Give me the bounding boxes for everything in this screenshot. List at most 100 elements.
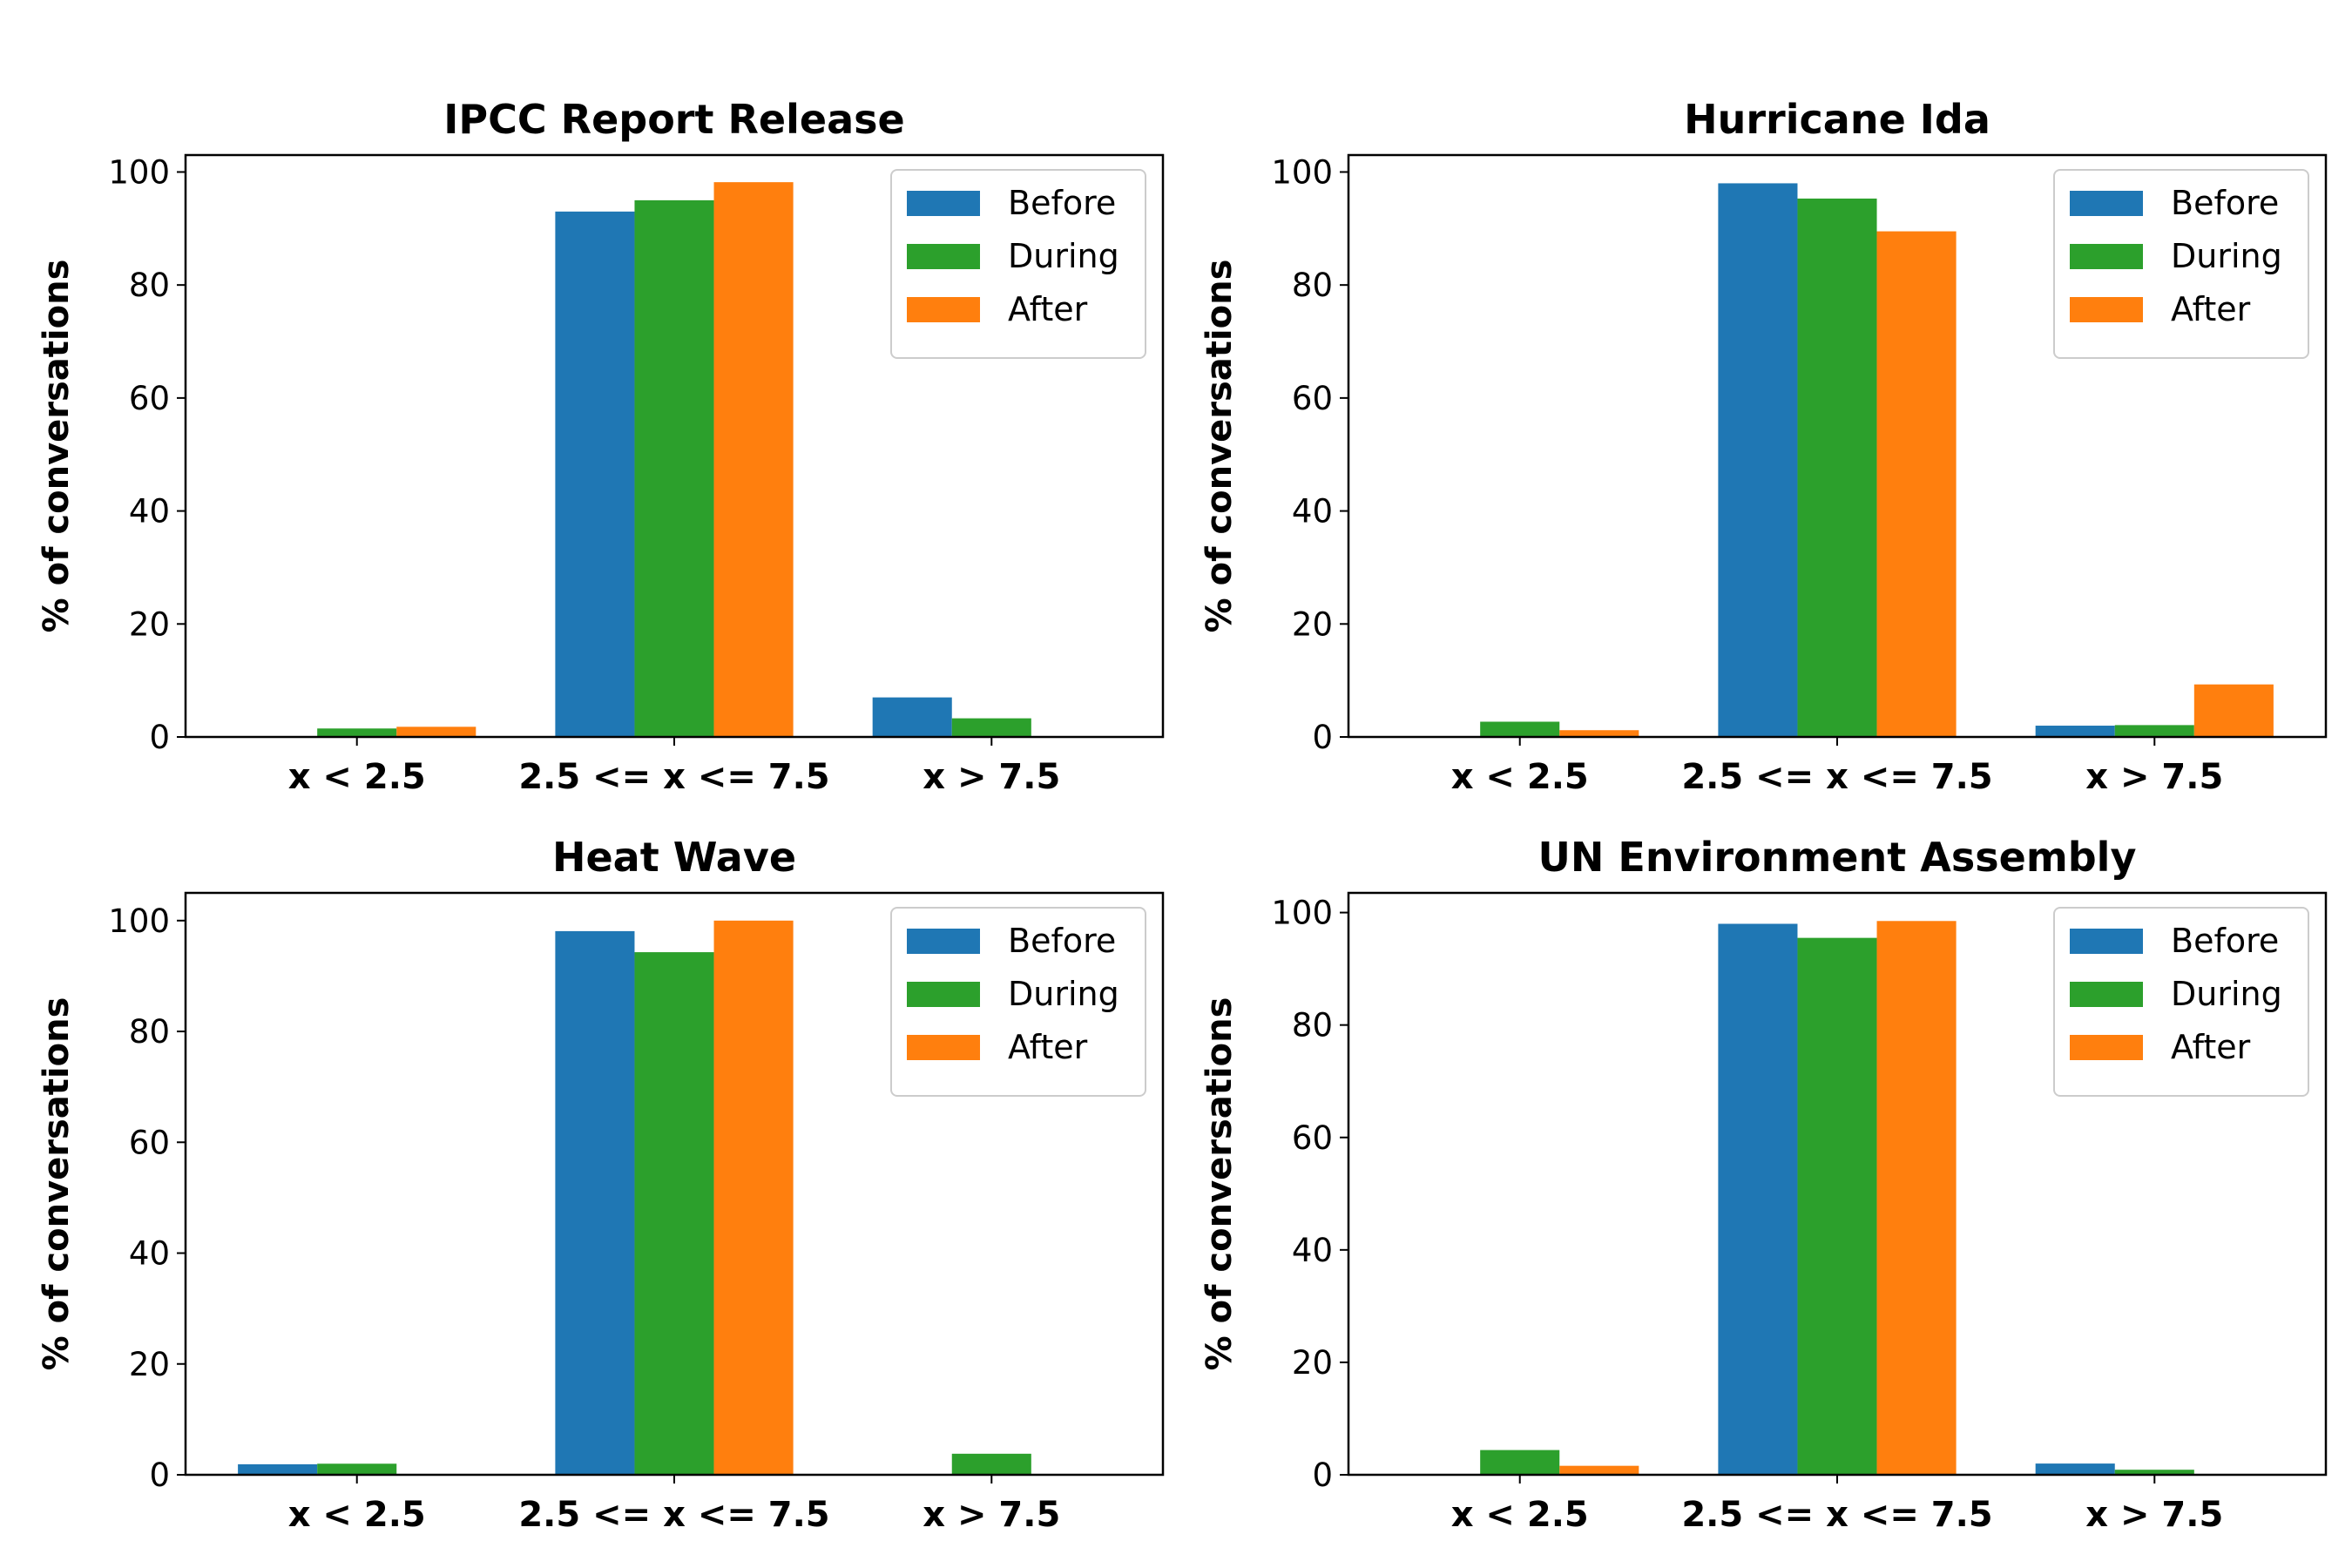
legend-label-after: After	[1008, 1028, 1088, 1066]
chart-title: Hurricane Ida	[1684, 96, 1990, 143]
chart-title: UN Environment Assembly	[1538, 834, 2137, 881]
y-tick-label: 20	[129, 605, 170, 643]
chart-panel-2: 0 20 40 60 80 100 x < 2.5 2.5 <= x <= 7.5 x > 7.…	[1200, 96, 2328, 797]
y-tick-label: 0	[149, 719, 170, 756]
legend-label-during: During	[2171, 237, 2282, 275]
legend-label-before: Before	[1008, 922, 1116, 960]
bar-during-1	[1480, 1450, 1560, 1475]
bar-after-1	[396, 727, 476, 737]
y-tick-label: 0	[1312, 719, 1333, 756]
bar-during-2	[1797, 937, 1877, 1475]
y-tick-label: 100	[108, 153, 170, 191]
y-tick-label: 80	[1292, 267, 1333, 304]
bar-after-2	[1876, 921, 1957, 1475]
x-tick-label: 2.5 <= x <= 7.5	[1681, 1495, 1992, 1535]
y-tick-label: 60	[1292, 1119, 1333, 1157]
y-tick-label: 20	[1292, 605, 1333, 643]
y-tick-label: 80	[129, 267, 170, 304]
legend-swatch-after	[2070, 297, 2143, 322]
y-tick-label: 100	[1271, 153, 1333, 191]
x-tick-label: 2.5 <= x <= 7.5	[518, 757, 829, 797]
legend-label-during: During	[1008, 975, 1119, 1013]
x-tick-label: x > 7.5	[2085, 1495, 2223, 1535]
y-tick-label: 0	[1312, 1456, 1333, 1494]
y-tick-label: 20	[129, 1346, 170, 1383]
chart-panel-3: 0 20 40 60 80 100 x < 2.5 2.5 <= x <= 7.5 x > 7.…	[37, 834, 1165, 1535]
legend-label-after: After	[1008, 290, 1088, 328]
y-tick-label: 60	[1292, 380, 1333, 417]
legend-label-during: During	[2171, 975, 2282, 1013]
legend-swatch-before	[907, 929, 980, 954]
legend-label-before: Before	[1008, 184, 1116, 222]
x-tick-label: x > 7.5	[923, 1495, 1060, 1535]
bar-during-3	[951, 718, 1031, 737]
bar-during-2	[634, 952, 714, 1475]
bar-during-1	[1480, 721, 1560, 737]
legend-swatch-after	[907, 1035, 980, 1060]
legend: Before During After	[890, 169, 1146, 359]
y-tick-label: 40	[129, 1235, 170, 1273]
bar-after-1	[1559, 730, 1639, 737]
bar-during-1	[317, 728, 397, 737]
bar-before-3	[2035, 1463, 2115, 1475]
chart-panel-4: 0 20 40 60 80 100 x < 2.5 2.5 <= x <= 7.5 x > 7.…	[1200, 834, 2328, 1535]
y-axis-label: % of conversations	[1200, 997, 1240, 1371]
y-tick-label: 100	[1271, 895, 1333, 932]
legend-label-before: Before	[2171, 184, 2279, 222]
legend-label-before: Before	[2171, 922, 2279, 960]
y-tick-label: 60	[129, 380, 170, 417]
legend: Before During After	[890, 907, 1146, 1097]
bar-during-2	[634, 199, 714, 738]
legend: Before During After	[2053, 169, 2309, 359]
legend-label-after: After	[2171, 1028, 2251, 1066]
y-axis-label: % of conversations	[37, 997, 77, 1371]
bar-during-1	[317, 1463, 397, 1475]
x-tick-label: x > 7.5	[923, 757, 1060, 797]
bar-during-3	[951, 1453, 1031, 1475]
x-tick-label: 2.5 <= x <= 7.5	[1681, 757, 1992, 797]
y-tick-label: 40	[129, 493, 170, 531]
legend-label-after: After	[2171, 290, 2251, 328]
chart-title: Heat Wave	[552, 834, 796, 881]
y-tick-label: 40	[1292, 493, 1333, 531]
bar-after-2	[713, 920, 794, 1475]
bar-before-3	[872, 697, 952, 737]
legend-swatch-after	[907, 297, 980, 322]
bar-after-2	[1876, 231, 1957, 737]
bar-before-2	[555, 211, 635, 737]
legend-swatch-before	[907, 191, 980, 216]
legend-swatch-before	[2070, 929, 2143, 954]
bar-before-2	[555, 930, 635, 1475]
y-tick-label: 0	[149, 1456, 170, 1494]
y-axis-label: % of conversations	[37, 260, 77, 633]
x-tick-label: x < 2.5	[288, 757, 426, 797]
bar-after-3	[2193, 684, 2274, 737]
bar-before-1	[238, 1463, 318, 1475]
y-tick-label: 60	[129, 1124, 170, 1161]
bar-during-2	[1797, 198, 1877, 737]
legend-swatch-during	[907, 244, 980, 269]
chart-title: IPCC Report Release	[443, 96, 904, 143]
legend: Before During After	[2053, 907, 2309, 1097]
bar-before-2	[1718, 183, 1798, 737]
legend-swatch-during	[2070, 982, 2143, 1007]
x-tick-label: x < 2.5	[1451, 1495, 1589, 1535]
x-tick-label: x > 7.5	[2085, 757, 2223, 797]
legend-swatch-after	[2070, 1035, 2143, 1060]
bar-before-3	[2035, 726, 2115, 737]
y-tick-label: 80	[129, 1013, 170, 1051]
y-axis-label: % of conversations	[1200, 260, 1240, 633]
bar-after-2	[713, 182, 794, 737]
bar-before-2	[1718, 923, 1798, 1475]
y-tick-label: 20	[1292, 1344, 1333, 1382]
bar-during-3	[2114, 725, 2194, 737]
bar-during-3	[2114, 1470, 2194, 1475]
legend-swatch-during	[2070, 244, 2143, 269]
legend-label-during: During	[1008, 237, 1119, 275]
legend-swatch-during	[907, 982, 980, 1007]
y-tick-label: 100	[108, 902, 170, 940]
chart-panel-1: 0 20 40 60 80 100 x < 2.5 2.5 <= x <= 7.5 x > 7.…	[37, 96, 1165, 797]
legend-swatch-before	[2070, 191, 2143, 216]
y-tick-label: 40	[1292, 1232, 1333, 1269]
